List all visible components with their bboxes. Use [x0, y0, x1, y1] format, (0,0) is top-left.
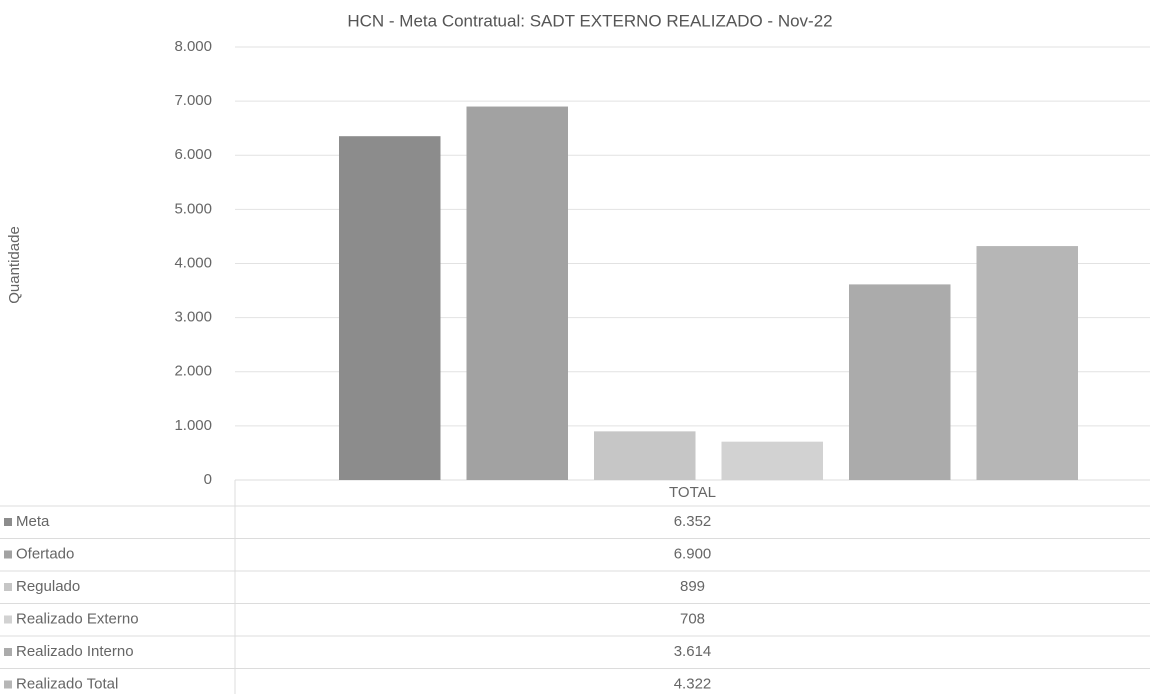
bar — [339, 136, 441, 480]
y-tick-label: 5.000 — [174, 200, 212, 217]
bar — [594, 431, 696, 480]
bar — [849, 284, 951, 480]
y-tick-label: 0 — [204, 471, 212, 488]
data-label: 708 — [680, 610, 705, 627]
y-tick-label: 2.000 — [174, 363, 212, 380]
legend-label: Regulado — [16, 578, 80, 595]
legend-swatch — [4, 680, 12, 689]
bar — [721, 441, 823, 480]
data-label: 899 — [680, 578, 705, 595]
data-label: 4.322 — [674, 675, 712, 692]
chart-title: HCN - Meta Contratual: SADT EXTERNO REAL… — [347, 11, 832, 30]
legend-swatch — [4, 615, 12, 624]
y-tick-label: 1.000 — [174, 417, 212, 434]
legend-swatch — [4, 550, 12, 559]
y-axis-title: Quantidade — [6, 226, 23, 304]
legend-label: Realizado Externo — [16, 610, 139, 627]
y-tick-label: 8.000 — [174, 38, 212, 55]
x-tick-label: TOTAL — [669, 484, 716, 501]
y-tick-label: 7.000 — [174, 92, 212, 109]
legend-label: Ofertado — [16, 545, 74, 562]
y-tick-label: 4.000 — [174, 254, 212, 271]
bar — [976, 246, 1078, 480]
legend-label: Realizado Interno — [16, 643, 134, 660]
legend-label: Realizado Total — [16, 675, 118, 692]
legend-swatch — [4, 518, 12, 526]
legend-swatch — [4, 583, 12, 591]
data-label: 6.352 — [674, 513, 712, 530]
bar — [466, 106, 568, 480]
legend-label: Meta — [16, 513, 50, 530]
data-label: 6.900 — [674, 545, 712, 562]
data-label: 3.614 — [674, 643, 712, 660]
legend-swatch — [4, 648, 12, 656]
y-tick-label: 6.000 — [174, 146, 212, 163]
y-tick-label: 3.000 — [174, 309, 212, 326]
